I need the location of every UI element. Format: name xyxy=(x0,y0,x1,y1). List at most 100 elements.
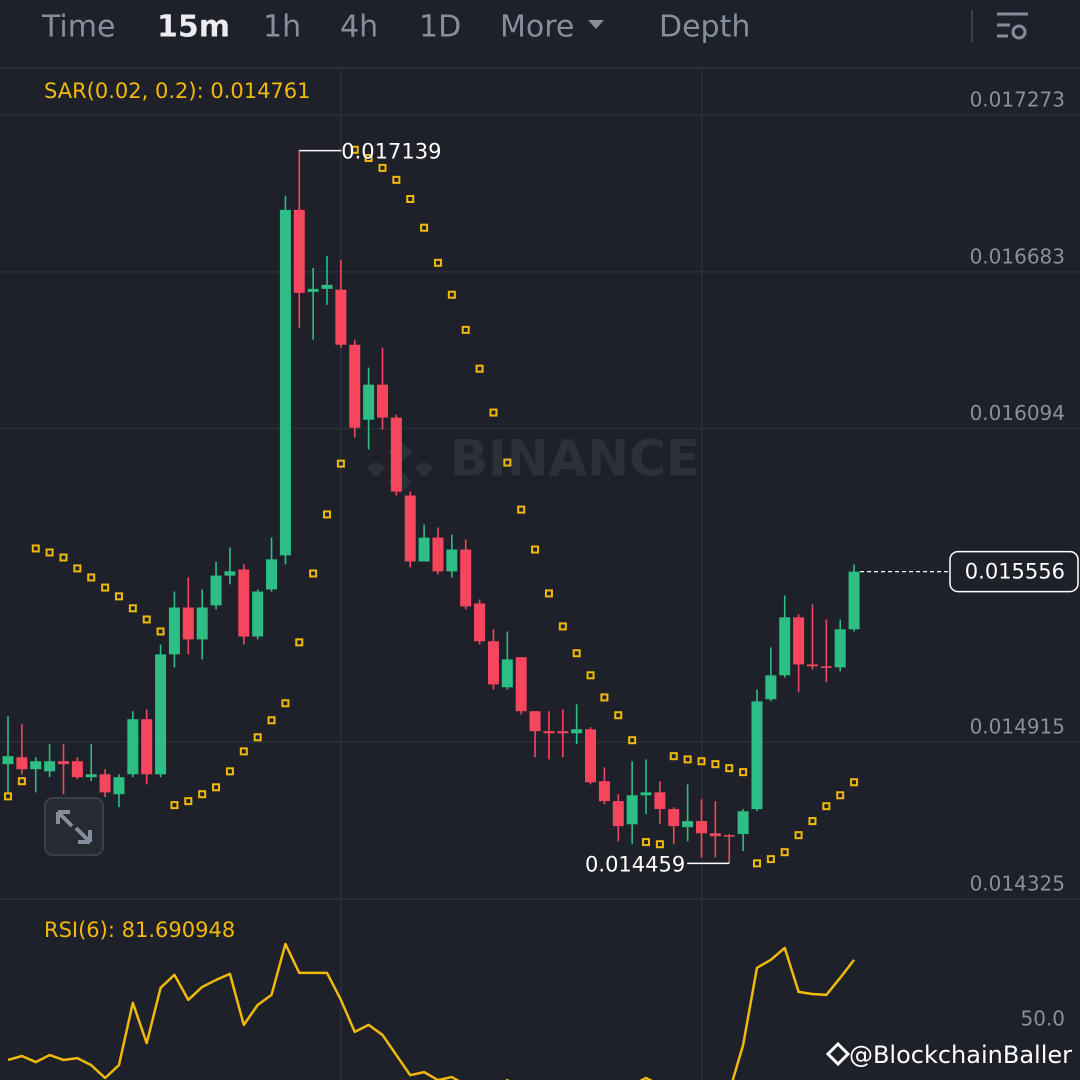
tab[interactable]: Time xyxy=(41,10,115,45)
sar-dot xyxy=(73,564,82,573)
candle-body xyxy=(293,209,305,293)
tab[interactable]: 1D xyxy=(419,10,461,45)
candle-body xyxy=(460,549,472,607)
candle-body xyxy=(612,801,624,827)
candle-body xyxy=(779,617,791,676)
candle-body xyxy=(335,289,347,345)
sar-dot xyxy=(184,797,193,806)
sar-dot xyxy=(323,510,332,519)
sar-dot xyxy=(794,831,803,840)
sar-dot xyxy=(142,615,151,624)
low-label: 0.014459 xyxy=(585,852,685,876)
sar-dot xyxy=(822,802,831,811)
sar-dot xyxy=(544,589,553,598)
sar-dot xyxy=(295,638,304,647)
candle-body xyxy=(418,537,430,562)
sar-dot xyxy=(766,855,775,864)
candle-body xyxy=(820,666,832,668)
sar-dot xyxy=(225,767,234,776)
candle-body xyxy=(668,809,680,827)
candle-body xyxy=(238,569,250,637)
sar-dot xyxy=(642,838,651,847)
candle-body xyxy=(640,792,652,796)
sar-dot xyxy=(711,760,720,769)
sar-dot xyxy=(850,778,859,787)
tab[interactable]: More xyxy=(500,10,574,45)
y-tick-label: 0.016094 xyxy=(970,401,1065,425)
candle-body xyxy=(210,575,222,606)
expand-button[interactable] xyxy=(44,797,104,856)
candle-body xyxy=(487,641,499,685)
sar-dot xyxy=(461,325,470,334)
sar-dot xyxy=(628,736,637,745)
credit-text: @BlockchainBaller xyxy=(849,1041,1072,1069)
candle-body xyxy=(71,761,83,778)
watermark: BINANCE xyxy=(366,430,700,494)
candle-body xyxy=(709,833,721,837)
sar-dot xyxy=(697,757,706,766)
sar-dot xyxy=(780,848,789,857)
sar-legend: SAR(0.02, 0.2): 0.014761 xyxy=(44,79,311,103)
sar-dot xyxy=(392,175,401,184)
y-tick-label: 0.014915 xyxy=(970,715,1065,739)
y-tick-label: 0.016683 xyxy=(970,244,1065,268)
candle-body xyxy=(723,835,735,837)
candle-body xyxy=(404,495,416,562)
sar-dot xyxy=(489,408,498,417)
candle-body xyxy=(168,607,180,655)
rsi-line xyxy=(7,942,856,1080)
sar-dot xyxy=(87,573,96,582)
candle-body xyxy=(113,777,125,795)
sar-dot xyxy=(503,458,512,467)
candle-body xyxy=(432,537,444,572)
candle-body xyxy=(848,571,860,630)
sar-dot xyxy=(669,752,678,761)
sar-dot xyxy=(128,604,137,613)
y-tick-label: 0.017273 xyxy=(970,87,1065,111)
candle-body xyxy=(529,711,541,732)
sar-dot xyxy=(364,154,373,163)
tab[interactable]: 15m xyxy=(157,10,230,45)
sar-dot xyxy=(406,194,415,203)
candle-body xyxy=(321,284,333,289)
candle-body xyxy=(307,288,319,292)
sar-dot xyxy=(517,505,526,514)
labels: 0.017273 0.016683 0.016094 0.014915 0.014325… xyxy=(299,87,1079,1031)
candle-body xyxy=(252,591,264,637)
sar-dot xyxy=(101,583,110,592)
candle-body xyxy=(2,756,14,765)
sar-dot xyxy=(572,649,581,658)
sar-dot xyxy=(600,693,609,702)
sar-dot xyxy=(114,592,123,601)
rsi-panel xyxy=(7,942,856,1080)
sar-dot xyxy=(253,733,262,742)
candle-body xyxy=(85,774,97,778)
tab[interactable]: 4h xyxy=(340,10,378,45)
sar-dot xyxy=(239,747,248,756)
sar-dot xyxy=(725,764,734,773)
tab[interactable]: 1h xyxy=(263,10,301,45)
candle-body xyxy=(376,384,388,418)
sar-dot xyxy=(683,755,692,764)
sar-dot xyxy=(420,223,429,232)
sar-dot xyxy=(17,777,26,786)
sar-dot xyxy=(531,545,540,554)
credit: @BlockchainBaller xyxy=(825,1041,1072,1069)
sar-dot xyxy=(752,859,761,868)
candle-body xyxy=(349,344,361,428)
candle-body xyxy=(390,417,402,492)
candle-body xyxy=(16,757,28,770)
sar-dot xyxy=(212,783,221,792)
sar-dot xyxy=(350,145,359,154)
candle-body xyxy=(155,654,167,775)
settings-icon[interactable] xyxy=(997,12,1028,40)
candle-body xyxy=(765,675,777,700)
dropdown-arrow[interactable] xyxy=(588,20,604,29)
candle-body xyxy=(266,559,278,590)
rsi-legend: RSI(6): 81.690948 xyxy=(44,918,235,942)
sar-dot xyxy=(808,817,817,826)
price-tag xyxy=(949,550,1079,593)
candle-body xyxy=(571,729,583,734)
sar-dot xyxy=(45,548,54,557)
tab[interactable]: Depth xyxy=(659,10,750,45)
